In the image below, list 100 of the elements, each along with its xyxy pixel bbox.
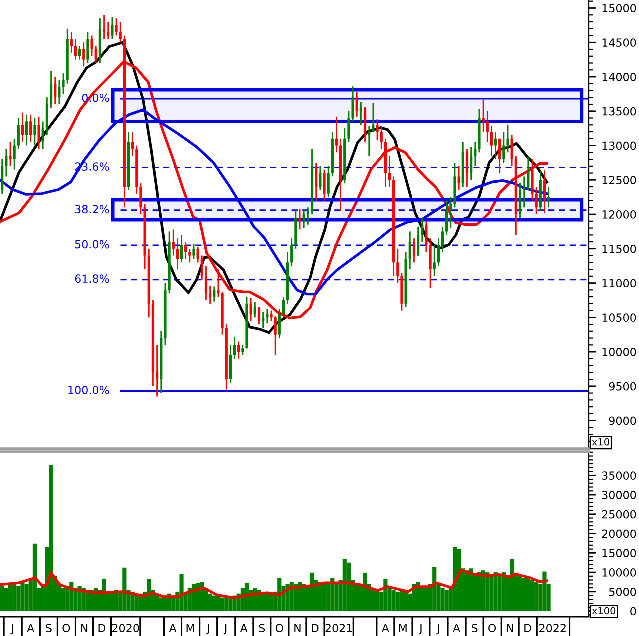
candlestick <box>474 142 477 168</box>
bar <box>290 582 294 612</box>
bar <box>424 588 428 612</box>
candlestick <box>376 118 379 141</box>
candlestick <box>30 114 32 144</box>
x-tick-label: S <box>472 624 478 633</box>
bar <box>498 574 502 612</box>
bar <box>355 584 360 612</box>
candlestick <box>254 302 256 318</box>
candlestick <box>408 231 412 270</box>
candlestick <box>494 131 498 160</box>
candlestick <box>396 248 400 284</box>
candlestick <box>250 298 252 322</box>
bar <box>61 588 66 612</box>
x-tick-label: O <box>62 624 70 633</box>
x-tick-label: M <box>186 624 194 632</box>
x-tick-label: D <box>312 624 319 632</box>
candlestick <box>58 80 61 106</box>
bar <box>482 570 486 612</box>
bar <box>440 588 445 612</box>
candlestick <box>535 186 538 216</box>
candlestick <box>506 124 510 154</box>
candlestick <box>290 238 294 267</box>
candlestick <box>258 306 261 326</box>
bar <box>180 574 184 612</box>
x-tick-label: J <box>419 624 422 635</box>
candlestick <box>270 310 273 322</box>
bar <box>396 592 400 612</box>
candlestick <box>82 42 86 68</box>
candlestick <box>352 86 354 122</box>
candlestick <box>54 76 57 106</box>
candlestick <box>335 116 338 154</box>
candlestick <box>446 200 448 236</box>
bar <box>384 579 388 612</box>
y-tick-label: 12500 <box>602 176 636 185</box>
candlestick <box>38 116 40 150</box>
candlestick <box>327 166 330 198</box>
x-tick-label: N <box>507 624 514 632</box>
x-tick-label: A <box>382 624 390 632</box>
bar <box>24 584 29 612</box>
bar <box>346 562 352 612</box>
candlestick <box>458 166 460 192</box>
x-tick-label: J <box>206 624 210 635</box>
candlestick <box>298 208 302 230</box>
candlestick <box>238 341 240 360</box>
bar <box>200 582 204 612</box>
x-tick-label: 2020 <box>112 624 140 633</box>
candlestick <box>192 243 196 260</box>
candlestick <box>486 110 489 144</box>
candlestick <box>437 238 440 267</box>
x-tick-label: D <box>524 624 532 632</box>
y-tick-label: 11000 <box>602 279 636 288</box>
x-tick-label: J <box>224 624 227 635</box>
candlestick <box>62 72 65 95</box>
candlestick <box>274 316 277 356</box>
candlestick <box>233 336 236 360</box>
candlestick <box>9 142 12 168</box>
candlestick <box>348 110 350 144</box>
candlestick <box>450 196 452 229</box>
bar <box>228 598 233 612</box>
candlestick <box>140 182 142 216</box>
bar <box>530 580 535 612</box>
y-tick-label: 11500 <box>602 244 636 254</box>
bar <box>432 567 437 612</box>
candlestick <box>5 148 8 178</box>
candlestick <box>42 121 44 150</box>
y-tick-label: 25000 <box>602 510 636 519</box>
candlestick <box>180 234 184 264</box>
x-tick-label: A <box>27 624 35 632</box>
candlestick <box>319 166 322 192</box>
annotation: 61.8% <box>75 274 110 284</box>
x-tick-label: N <box>81 624 88 632</box>
bar <box>522 578 526 612</box>
bar <box>310 572 314 612</box>
x-tick-label: O <box>488 624 496 633</box>
bar <box>110 592 114 612</box>
candlestick <box>368 126 371 157</box>
candlestick <box>102 14 106 40</box>
annotation: 50.0% <box>75 240 110 249</box>
candlestick <box>209 285 212 305</box>
candlestick <box>502 131 506 164</box>
x-tick-label: A <box>169 624 177 632</box>
candlestick <box>176 238 179 270</box>
candlestick <box>441 226 444 254</box>
bar <box>12 584 17 612</box>
candlestick <box>527 156 530 192</box>
bar <box>32 544 37 612</box>
bar <box>159 598 164 612</box>
candlestick <box>262 311 265 329</box>
x-tick-label: A <box>453 624 460 632</box>
candlestick <box>482 99 485 133</box>
y-axis-title: x100 <box>592 607 616 615</box>
bar <box>477 572 482 612</box>
bar <box>322 584 327 612</box>
y-tick-label: 9500 <box>609 382 636 391</box>
candlestick <box>132 131 134 157</box>
x-tick-label: S <box>46 624 52 633</box>
bar <box>465 570 470 612</box>
candlestick <box>34 118 36 146</box>
candlestick <box>25 114 28 146</box>
